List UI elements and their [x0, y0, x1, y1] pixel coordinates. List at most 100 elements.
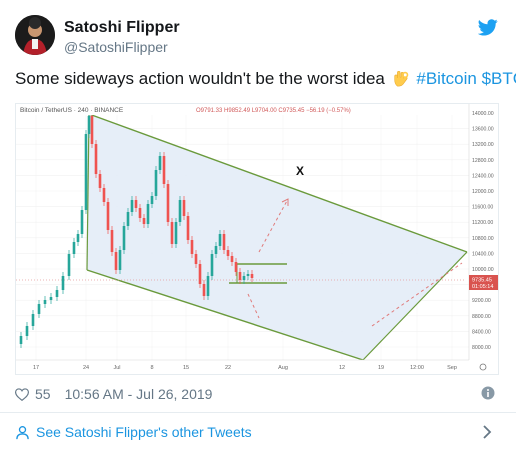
- display-name[interactable]: Satoshi Flipper: [64, 19, 180, 36]
- candle-body: [122, 226, 126, 250]
- see-more-tweets-link[interactable]: See Satoshi Flipper's other Tweets: [15, 424, 252, 440]
- channel-left-line: [86, 113, 90, 271]
- candle-body: [130, 200, 134, 212]
- candle-body: [158, 156, 162, 170]
- candle-body: [198, 264, 202, 284]
- price-badge-time: 01:05:14: [472, 284, 493, 290]
- price-axis-label: 12000.00: [472, 189, 494, 195]
- projection-arrow-long: [371, 262, 463, 327]
- candle-body: [84, 134, 88, 210]
- price-axis-label: 12800.00: [472, 158, 494, 164]
- user-handle[interactable]: @SatoshiFlipper: [64, 39, 168, 55]
- channel-lower-line: [86, 269, 364, 361]
- cashtag-btc-link[interactable]: $BTC: [481, 69, 516, 88]
- candle-body: [146, 204, 150, 224]
- candle-body: [238, 272, 242, 280]
- candle-body: [43, 300, 47, 304]
- candle-body: [94, 144, 98, 174]
- time-axis-label: 19: [378, 365, 384, 371]
- candle-body: [186, 216, 190, 240]
- channel-right-line: [362, 251, 468, 361]
- candle-body: [170, 222, 174, 244]
- candlestick-series: [19, 112, 254, 348]
- candle-body: [210, 254, 214, 276]
- candle-body: [61, 276, 65, 290]
- tweet-meta: 55 10:56 AM - Jul 26, 2019: [15, 386, 212, 402]
- footer-divider: [0, 412, 516, 413]
- time-axis-label: 17: [33, 365, 39, 371]
- price-axis-label: 11600.00: [472, 205, 493, 211]
- candle-body: [214, 246, 218, 254]
- candle-body: [250, 274, 254, 278]
- twitter-bird-icon[interactable]: [478, 19, 498, 36]
- candle-body: [182, 200, 186, 216]
- candle-body: [234, 262, 238, 272]
- candle-body: [87, 116, 91, 134]
- heart-icon[interactable]: [15, 387, 29, 401]
- time-axis-label: 8: [150, 365, 153, 371]
- price-axis-label: 10400.00: [472, 251, 494, 257]
- candle-body: [134, 200, 138, 208]
- time-axis-label: 12:00: [410, 365, 424, 371]
- candle-body: [166, 184, 170, 222]
- hashtag-bitcoin-link[interactable]: #Bitcoin: [416, 69, 477, 88]
- candle-body: [80, 210, 84, 234]
- candle-body: [154, 170, 158, 196]
- candle-body: [118, 250, 122, 270]
- attached-chart-image[interactable]: Bitcoin / TetherUS · 240 · BINANCE O9791…: [15, 103, 499, 375]
- price-badge-value: 9735.45: [472, 278, 492, 284]
- price-axis-label: 10800.00: [472, 236, 494, 242]
- candle-body: [202, 284, 206, 296]
- chevron-right-icon[interactable]: [482, 424, 492, 440]
- chart-symbol-line: Bitcoin / TetherUS · 240 · BINANCE: [20, 107, 124, 114]
- candle-body: [49, 297, 53, 300]
- time-axis-label: Sep: [447, 365, 457, 371]
- candle-body: [19, 336, 23, 344]
- candle-body: [72, 242, 76, 254]
- candle-body: [90, 116, 94, 144]
- price-axis-label: 8000.00: [472, 345, 491, 351]
- price-badge-bg: [469, 275, 498, 290]
- tweet-text: Some sideways action wouldn't be the wor…: [15, 69, 516, 89]
- chart-settings-icon[interactable]: [479, 363, 487, 371]
- time-axis-label: 24: [83, 365, 89, 371]
- candle-body: [110, 230, 114, 252]
- time-axis-label: Jul: [113, 365, 120, 371]
- tweet-body: Some sideways action wouldn't be the wor…: [15, 69, 385, 88]
- time-axis-label: Aug: [278, 365, 288, 371]
- candle-body: [174, 222, 178, 244]
- chart-screenshot: Bitcoin / TetherUS · 240 · BINANCE O9791…: [16, 104, 498, 374]
- ok-hand-emoji-icon: [394, 70, 408, 87]
- info-icon[interactable]: [481, 386, 495, 400]
- channel-upper-line: [88, 113, 468, 253]
- candle-body: [246, 274, 250, 276]
- tweet-timestamp[interactable]: 10:56 AM - Jul 26, 2019: [64, 386, 213, 402]
- price-axis-label: 8800.00: [472, 314, 491, 320]
- price-axis-label: 10000.00: [472, 267, 494, 273]
- candle-body: [126, 212, 130, 226]
- candle-body: [106, 202, 110, 230]
- chart-x-marker: X: [296, 164, 304, 178]
- price-axis-label: 9200.00: [472, 298, 491, 304]
- candle-body: [98, 174, 102, 188]
- like-count[interactable]: 55: [35, 386, 51, 402]
- candle-body: [194, 254, 198, 264]
- candle-body: [206, 276, 210, 296]
- projection-arrow-up-head: [281, 198, 289, 206]
- candle-body: [67, 254, 71, 276]
- price-axis-label: 13200.00: [472, 142, 494, 148]
- candle-body: [226, 250, 230, 256]
- candle-body: [190, 240, 194, 254]
- candle-body: [242, 276, 246, 280]
- price-axis-label: 14000.00: [472, 111, 494, 117]
- chart-ohlc-line: O9791.33 H9852.49 L9704.00 C9735.45 −56.…: [196, 108, 351, 114]
- see-more-tweets-label: See Satoshi Flipper's other Tweets: [36, 424, 252, 440]
- candle-body: [218, 234, 222, 246]
- projection-arrow-up: [258, 198, 289, 253]
- candle-body: [31, 314, 35, 326]
- descending-channel-fill: [87, 114, 467, 360]
- candle-body: [76, 234, 80, 242]
- price-axis-label: 8400.00: [472, 329, 491, 335]
- avatar[interactable]: [15, 15, 55, 55]
- candle-body: [37, 304, 41, 314]
